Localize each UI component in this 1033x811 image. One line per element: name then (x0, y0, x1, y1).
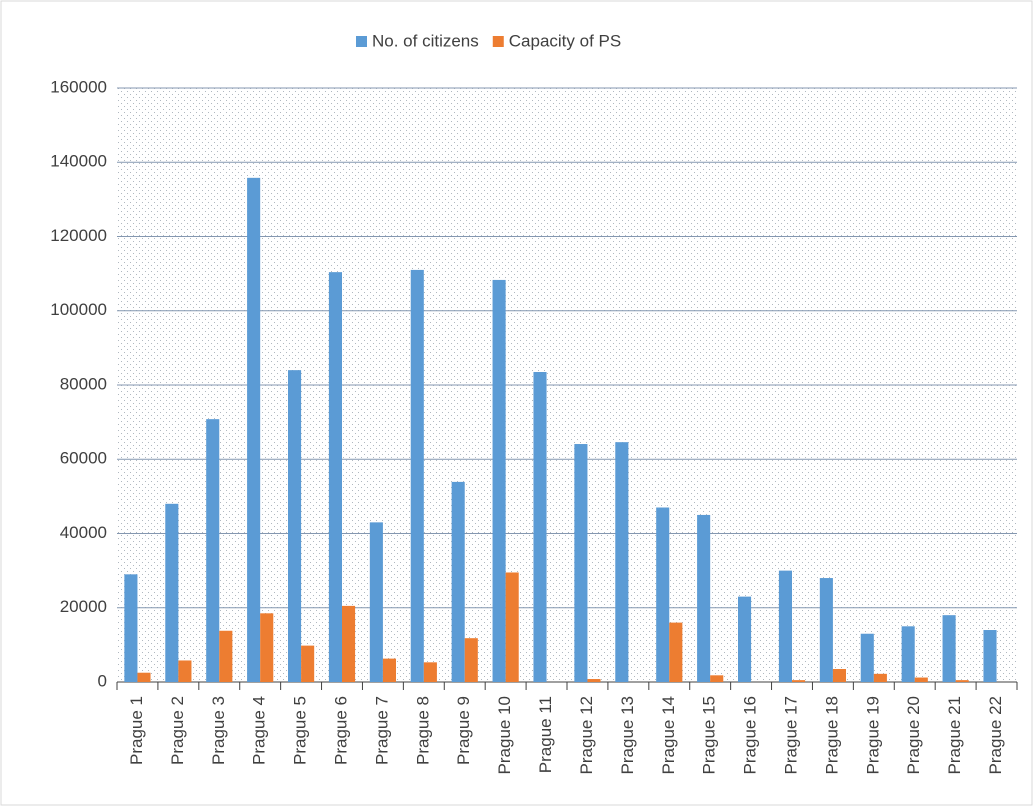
bar (710, 675, 724, 682)
bar (301, 645, 315, 682)
bar (382, 658, 396, 682)
legend-label: Capacity of PS (509, 31, 621, 50)
y-tick-label: 80000 (60, 374, 107, 393)
x-tick-label: Prague 8 (413, 696, 432, 765)
bar (206, 419, 220, 682)
legend: No. of citizens Capacity of PS (356, 31, 621, 50)
bar (697, 514, 711, 682)
x-tick-label: Prague 1 (127, 696, 146, 765)
bar (778, 570, 792, 682)
bar (832, 669, 846, 682)
legend-swatch (356, 36, 367, 47)
x-tick-label: Prague 19 (863, 696, 882, 774)
legend-label: No. of citizens (372, 31, 479, 50)
bar (124, 574, 138, 682)
bar (219, 630, 233, 682)
x-tick-label: Prague 11 (536, 696, 555, 773)
y-tick-label: 140000 (50, 152, 107, 171)
x-tick-label: Prague 4 (250, 696, 269, 765)
bar (137, 672, 151, 682)
y-tick-label: 60000 (60, 449, 107, 468)
bar (656, 507, 670, 682)
x-tick-label: Prague 7 (372, 696, 391, 765)
x-tick-label: Prague 21 (945, 696, 964, 774)
x-tick-label: Prague 6 (331, 696, 350, 765)
x-tick-label: Prague 16 (741, 696, 760, 774)
x-tick-label: Prague 5 (291, 696, 310, 765)
x-tick-label: Prague 17 (781, 696, 800, 774)
bar (247, 177, 261, 682)
bar (423, 662, 437, 682)
x-tick-label: Prague 14 (659, 696, 678, 774)
bar (464, 638, 478, 682)
bar (983, 630, 997, 682)
bar (178, 660, 192, 682)
bar (819, 578, 833, 682)
bar (505, 572, 519, 682)
bar (942, 615, 956, 682)
bar (955, 680, 969, 682)
bar (260, 613, 274, 682)
bar (615, 442, 629, 682)
x-tick-label: Prague 12 (577, 696, 596, 774)
bar (533, 372, 547, 682)
bar (574, 444, 588, 682)
bar (860, 633, 874, 682)
x-tick-label: Prague 20 (904, 696, 923, 774)
x-tick-label: Prague 3 (209, 696, 228, 765)
bar (369, 522, 383, 682)
x-tick-label: Prague 13 (618, 696, 637, 774)
bar (738, 596, 752, 682)
x-tick-label: Prague 22 (986, 696, 1005, 774)
bar (288, 370, 302, 682)
bar (165, 503, 179, 682)
bar (410, 269, 424, 682)
x-tick-label: Prague 2 (168, 696, 187, 765)
x-tick-label: Prague 10 (495, 696, 514, 774)
x-tick-label: Prague 18 (822, 696, 841, 774)
x-tick-label: Prague 9 (454, 696, 473, 765)
bar (342, 605, 356, 682)
bar (901, 626, 915, 682)
bar (669, 622, 683, 682)
y-tick-label: 160000 (50, 77, 107, 96)
legend-swatch (492, 36, 504, 47)
bar (492, 279, 506, 682)
bar (451, 481, 465, 682)
y-tick-label: 0 (98, 671, 107, 690)
bar (587, 679, 601, 682)
y-tick-label: 40000 (60, 523, 107, 542)
y-tick-label: 20000 (60, 597, 107, 616)
bar (914, 677, 928, 682)
bar (792, 680, 806, 682)
bar (873, 673, 887, 682)
y-tick-label: 120000 (50, 226, 107, 245)
x-tick-label: Prague 15 (700, 696, 719, 774)
y-tick-label: 100000 (50, 300, 107, 319)
bar (328, 272, 342, 682)
